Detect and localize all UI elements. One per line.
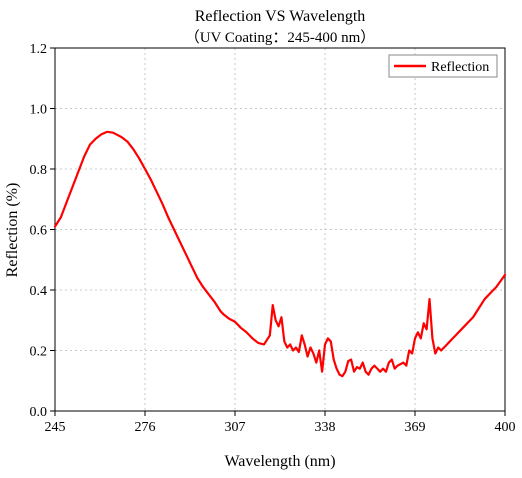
y-tick-label: 0.0 bbox=[30, 405, 48, 420]
tick-layer: 245 276 307 338 369 400 0.0 0.2 0.4 0.6 0.8 1.0 1.2 bbox=[30, 42, 516, 435]
y-tick-label: 0.8 bbox=[30, 163, 48, 178]
y-tick-label: 1.2 bbox=[30, 42, 48, 57]
x-tick-label: 400 bbox=[495, 420, 516, 435]
chart-subtitle: （UV Coating：245-400 nm） bbox=[185, 29, 376, 46]
legend-label-reflection: Reflection bbox=[431, 60, 489, 75]
y-tick-label: 1.0 bbox=[30, 103, 48, 118]
legend-box bbox=[388, 54, 498, 78]
x-tick-label: 307 bbox=[225, 420, 246, 435]
y-tick-label: 0.6 bbox=[30, 224, 48, 239]
x-axis-label: Wavelength (nm) bbox=[224, 453, 335, 470]
legend: Reflection bbox=[388, 54, 498, 78]
y-axis-label: Reflection (%) bbox=[4, 183, 21, 278]
x-tick-label: 245 bbox=[45, 420, 66, 435]
x-tick-label: 338 bbox=[315, 420, 336, 435]
y-tick-label: 0.4 bbox=[30, 284, 48, 299]
series-line-reflection bbox=[53, 130, 507, 378]
y-tick-label: 0.2 bbox=[30, 345, 48, 360]
grid-layer bbox=[55, 48, 505, 411]
x-tick-label: 369 bbox=[405, 420, 426, 435]
series-layer bbox=[53, 130, 507, 378]
x-tick-label: 276 bbox=[135, 420, 156, 435]
chart-title: Reflection VS Wavelength bbox=[195, 8, 366, 25]
